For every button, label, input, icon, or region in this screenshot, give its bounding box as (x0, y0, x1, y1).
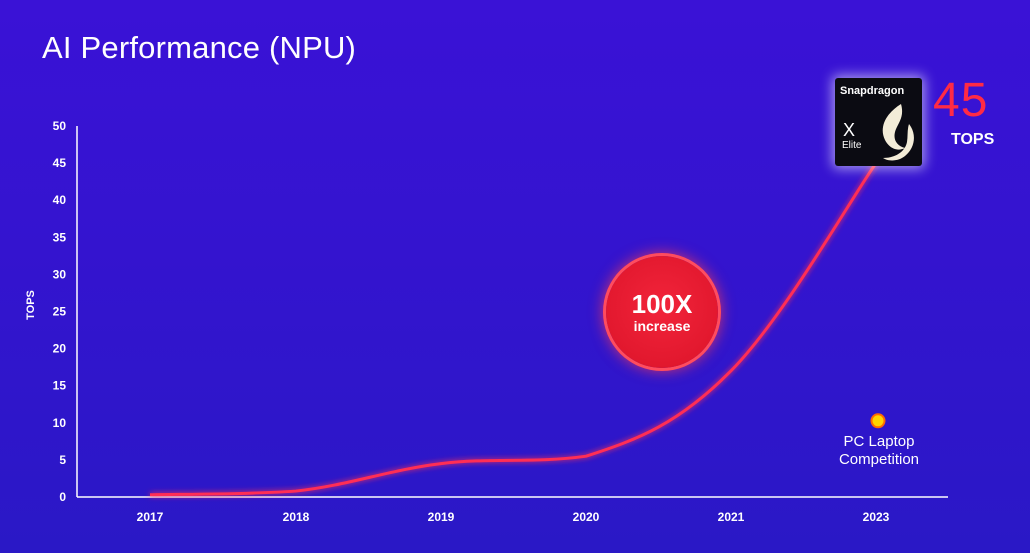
y-tick-label: 35 (53, 230, 67, 244)
page-title: AI Performance (NPU) (42, 30, 357, 65)
axes (76, 126, 948, 498)
y-tick-labels: 0 5 10 15 20 25 30 35 40 45 50 (53, 119, 67, 504)
series-line (149, 162, 878, 497)
highlight-value: 45 (933, 74, 989, 127)
x-tick-label: 2019 (428, 510, 455, 524)
x-tick-label: 2023 (863, 510, 890, 524)
callout-main-text: 100X (631, 289, 693, 319)
x-tick-labels: 2017 2018 2019 2020 2021 2023 (137, 510, 890, 524)
y-tick-label: 50 (53, 119, 67, 133)
y-tick-label: 0 (59, 490, 66, 504)
y-tick-label: 5 (59, 453, 66, 467)
x-tick-label: 2018 (283, 510, 310, 524)
competition-marker (870, 413, 886, 429)
increase-callout: 100X increase (606, 256, 718, 368)
x-tick-label: 2020 (573, 510, 600, 524)
y-tick-label: 10 (53, 416, 67, 430)
competition-label-line2: Competition (838, 451, 920, 468)
y-tick-label: 40 (53, 193, 67, 207)
snapdragon-flame-icon (882, 104, 914, 161)
x-tick-label: 2021 (718, 510, 745, 524)
y-tick-label: 20 (53, 342, 67, 356)
y-tick-label: 45 (53, 156, 67, 170)
y-tick-label: 25 (53, 305, 67, 319)
y-tick-label: 15 (53, 379, 67, 393)
competition-label-line1: PC Laptop (843, 433, 915, 450)
competition-label: PC Laptop Competition (800, 433, 958, 469)
highlight-unit: TOPS (951, 131, 995, 148)
x-tick-label: 2017 (137, 510, 164, 524)
chip-line: Elite (842, 140, 862, 151)
chip-brand: Snapdragon (840, 85, 905, 97)
chip-x: X (843, 120, 856, 140)
callout-sub-text: increase (633, 318, 691, 334)
snapdragon-chip-badge: Snapdragon X Elite (835, 78, 922, 166)
y-axis-label: TOPS (25, 290, 37, 320)
y-tick-label: 30 (53, 267, 67, 281)
